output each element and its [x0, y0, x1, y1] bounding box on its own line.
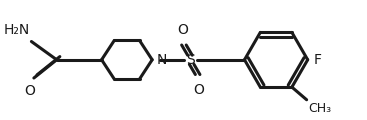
Text: O: O	[178, 23, 189, 37]
Text: CH₃: CH₃	[309, 102, 332, 115]
Text: H₂N: H₂N	[3, 23, 30, 37]
Text: S: S	[186, 53, 195, 67]
Text: F: F	[314, 53, 322, 67]
Text: O: O	[24, 84, 35, 98]
Text: N: N	[156, 53, 167, 67]
Text: O: O	[193, 83, 204, 97]
